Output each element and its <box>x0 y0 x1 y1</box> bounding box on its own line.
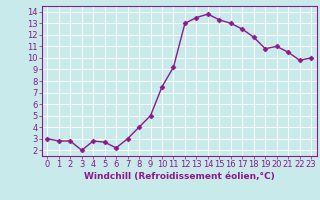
X-axis label: Windchill (Refroidissement éolien,°C): Windchill (Refroidissement éolien,°C) <box>84 172 275 181</box>
